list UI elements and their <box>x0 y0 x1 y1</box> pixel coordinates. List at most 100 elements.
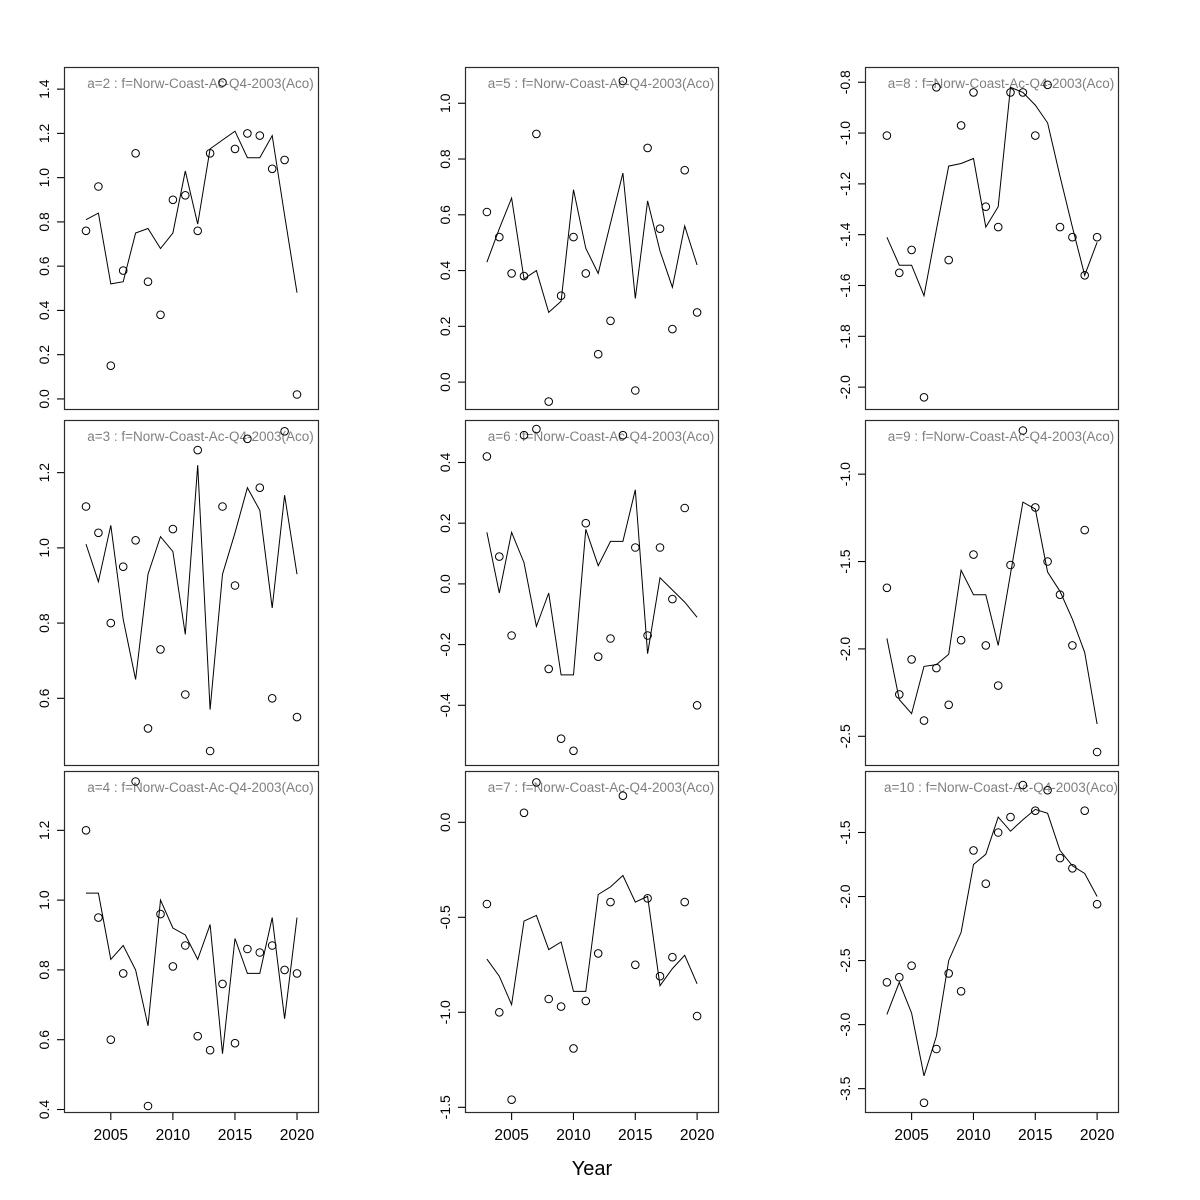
data-point-a6-2018 <box>668 594 677 604</box>
y-axis: -3.5 -3.0 -2.5 -2.0 -1.5 <box>837 820 865 1101</box>
panel-title: a=10 : f=Norw-Coast-Ac-Q4-2003(Aco) <box>884 780 1118 795</box>
panel-title: a=8 : f=Norw-Coast-Ac-Q4-2003(Aco) <box>888 76 1115 91</box>
data-point-a10-2018 <box>1068 864 1077 873</box>
fitted-line <box>85 130 298 293</box>
data-point-a6-2006 <box>519 430 529 440</box>
y-tick-label: 1.2 <box>36 123 52 143</box>
data-point-a4-2006 <box>118 969 128 978</box>
observed-points <box>882 780 1102 1108</box>
y-tick-label: -1.0 <box>837 462 853 486</box>
data-point-a8-2008 <box>944 255 953 265</box>
data-point-a5-2010 <box>569 232 578 242</box>
data-point-a6-2017 <box>655 543 665 552</box>
y-axis: 0.0 0.2 0.4 0.6 0.8 1.0 1.2 1.4 <box>36 79 64 409</box>
y-axis: -1.5 -1.0 -0.5 0.0 <box>437 812 465 1119</box>
fitted-line <box>86 892 298 1054</box>
data-point-a6-2008 <box>544 664 553 674</box>
y-tick-label: -2.0 <box>837 375 853 399</box>
data-point-a3-2004 <box>94 528 103 538</box>
observed-points <box>81 777 302 1111</box>
data-point-a3-2009 <box>156 645 165 654</box>
data-point-a9-2009 <box>956 635 966 645</box>
data-point-a2-2012 <box>193 226 202 236</box>
y-tick-label: -2.5 <box>837 948 853 972</box>
data-point-a2-2011 <box>181 191 190 200</box>
y-tick-label: 0.6 <box>437 205 453 225</box>
data-point-a2-2010 <box>168 195 178 205</box>
data-point-a10-2016 <box>1043 785 1052 795</box>
data-point-a9-2014 <box>1018 426 1028 435</box>
data-point-a5-2017 <box>655 224 665 233</box>
data-point-a2-2015 <box>230 144 240 154</box>
data-point-a2-2017 <box>255 131 265 140</box>
y-tick-label: -1.0 <box>837 121 853 145</box>
data-point-a5-2005 <box>507 269 516 278</box>
data-point-a2-2009 <box>156 310 165 320</box>
x-axis: 2005 2010 2015 2020 <box>94 1113 315 1144</box>
panel-border <box>864 66 1120 411</box>
data-point-a4-2007 <box>131 777 140 786</box>
data-point-a7-2010 <box>569 1044 578 1053</box>
y-tick-label: -0.8 <box>837 70 853 94</box>
y-tick-label: -0.5 <box>437 905 453 929</box>
data-point-a8-2015 <box>1031 131 1040 140</box>
data-point-a5-2009 <box>556 291 566 300</box>
data-point-a6-2009 <box>556 734 566 744</box>
x-tick-label: 2015 <box>618 1127 652 1144</box>
y-tick-label: -1.5 <box>837 820 853 844</box>
x-tick-label: 2005 <box>494 1127 528 1144</box>
data-point-a3-2013 <box>205 746 215 756</box>
data-point-a2-2007 <box>131 149 140 158</box>
data-point-a6-2016 <box>643 631 652 640</box>
data-point-a4-2010 <box>168 962 178 971</box>
y-tick-label: 0.0 <box>36 389 52 409</box>
data-point-a7-2017 <box>655 971 665 981</box>
data-point-a9-2015 <box>1031 503 1040 512</box>
data-point-a3-2005 <box>106 618 116 628</box>
panel-a6: a=6 : f=Norw-Coast-Ac-Q4-2003(Aco)-0.4-0… <box>437 419 720 767</box>
data-point-a2-2006 <box>118 266 128 275</box>
panel-a4: a=4 : f=Norw-Coast-Ac-Q4-2003(Aco) 0.4 0.6… <box>36 770 320 1144</box>
data-point-a9-2007 <box>932 663 941 673</box>
y-tick-label: 0.2 <box>36 345 52 365</box>
panel-border <box>864 770 1120 1114</box>
data-point-a8-2014 <box>1018 88 1028 97</box>
x-tick-label: 2015 <box>218 1127 252 1144</box>
x-tick-label: 2005 <box>894 1127 928 1144</box>
data-point-a9-2019 <box>1080 525 1089 535</box>
x-axis: 2005 2010 2015 2020 <box>494 1113 715 1144</box>
y-tick-label: 0.6 <box>36 688 52 708</box>
y-tick-label: 1.4 <box>36 79 52 99</box>
panel-border <box>864 419 1120 767</box>
data-point-a2-2004 <box>94 182 103 191</box>
data-point-a5-2013 <box>606 316 615 326</box>
y-tick-label: -1.6 <box>837 273 853 297</box>
data-point-a8-2013 <box>1006 88 1015 97</box>
observed-points <box>482 76 702 406</box>
data-point-a10-2017 <box>1055 853 1065 863</box>
data-point-a9-2004 <box>895 690 904 699</box>
data-point-a5-2014 <box>618 76 628 86</box>
x-tick-label: 2020 <box>1080 1127 1115 1144</box>
panel-a5: a=5 : f=Norw-Coast-Ac-Q4-2003(Aco) 0.0 0.2… <box>437 66 720 411</box>
data-point-a7-2011 <box>581 996 591 1006</box>
y-tick-label: -1.2 <box>837 172 853 196</box>
y-tick-label: -1.5 <box>837 549 853 573</box>
data-point-a5-2018 <box>668 324 677 334</box>
y-tick-label: 0.8 <box>36 212 52 232</box>
x-axis-title: Year <box>571 1158 613 1180</box>
data-point-a8-2020 <box>1092 232 1102 242</box>
data-point-a7-2013 <box>606 897 615 907</box>
data-point-a10-2015 <box>1031 806 1040 816</box>
x-tick-label: 2010 <box>956 1127 991 1144</box>
data-point-a4-2005 <box>106 1035 116 1045</box>
data-point-a3-2019 <box>280 427 289 436</box>
panel-title: a=3 : f=Norw-Coast-Ac-Q4-2003(Aco) <box>87 429 314 444</box>
y-tick-label: -3.0 <box>837 1012 853 1036</box>
panel-border <box>63 770 320 1114</box>
y-tick-label: -1.4 <box>837 222 853 246</box>
data-point-a8-2004 <box>895 268 904 278</box>
data-point-a4-2020 <box>292 969 302 978</box>
data-point-a7-2018 <box>668 952 677 962</box>
